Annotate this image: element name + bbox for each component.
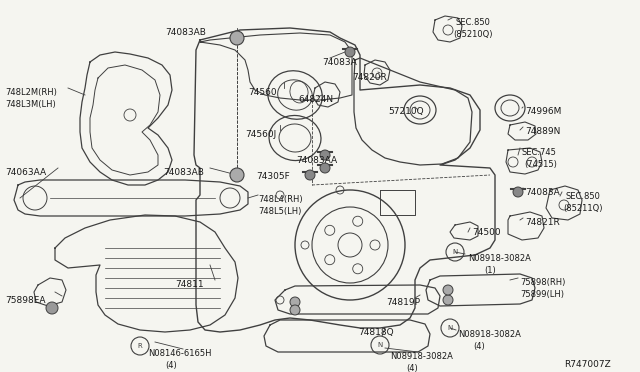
Text: 64824N: 64824N [298, 95, 333, 104]
Text: 74083A: 74083A [322, 58, 356, 67]
Text: 74305F: 74305F [256, 172, 290, 181]
Text: 74818Q: 74818Q [358, 328, 394, 337]
Circle shape [443, 285, 453, 295]
Text: 748L4(RH): 748L4(RH) [258, 195, 303, 204]
Text: 748L3M(LH): 748L3M(LH) [5, 100, 56, 109]
Text: 74063AA: 74063AA [5, 168, 46, 177]
Circle shape [290, 297, 300, 307]
Text: 75898EA: 75898EA [5, 296, 45, 305]
Text: N: N [447, 325, 452, 331]
Text: 74500: 74500 [472, 228, 500, 237]
Text: (74515): (74515) [524, 160, 557, 169]
Text: SEC.850: SEC.850 [455, 18, 490, 27]
Circle shape [290, 305, 300, 315]
Text: N08918-3082A: N08918-3082A [468, 254, 531, 263]
Text: 74811: 74811 [175, 280, 204, 289]
Circle shape [345, 47, 355, 57]
Text: 74996M: 74996M [525, 107, 561, 116]
Circle shape [513, 187, 523, 197]
Text: 748L2M(RH): 748L2M(RH) [5, 88, 57, 97]
Text: SEC.850: SEC.850 [565, 192, 600, 201]
Text: 748L5(LH): 748L5(LH) [258, 207, 301, 216]
Text: 75899(LH): 75899(LH) [520, 290, 564, 299]
Text: R747007Z: R747007Z [564, 360, 611, 369]
Circle shape [443, 295, 453, 305]
Text: 74083AB: 74083AB [165, 28, 206, 37]
Text: (4): (4) [406, 364, 418, 372]
Text: (85210Q): (85210Q) [453, 30, 493, 39]
Text: N08918-3082A: N08918-3082A [458, 330, 521, 339]
Text: N08146-6165H: N08146-6165H [148, 349, 211, 358]
Text: 74889N: 74889N [525, 127, 561, 136]
Text: SEC.745: SEC.745 [522, 148, 557, 157]
Circle shape [320, 163, 330, 173]
Text: 74819P: 74819P [386, 298, 420, 307]
Text: 74560J: 74560J [245, 130, 276, 139]
Text: 74821R: 74821R [525, 218, 560, 227]
Text: 75898(RH): 75898(RH) [520, 278, 565, 287]
Text: 74083A: 74083A [525, 188, 560, 197]
Text: (4): (4) [165, 361, 177, 370]
Text: 74560: 74560 [248, 88, 276, 97]
Circle shape [230, 31, 244, 45]
Text: N: N [378, 342, 383, 348]
Text: 74820R: 74820R [352, 73, 387, 82]
Text: (1): (1) [484, 266, 496, 275]
Text: 74083AA: 74083AA [296, 156, 337, 165]
Circle shape [305, 170, 315, 180]
Text: 57210Q: 57210Q [388, 107, 424, 116]
Circle shape [320, 150, 330, 160]
Circle shape [230, 168, 244, 182]
Text: N: N [452, 249, 458, 255]
Text: N08918-3082A: N08918-3082A [390, 352, 453, 361]
Text: R: R [138, 343, 142, 349]
Circle shape [46, 302, 58, 314]
Text: 74083AB: 74083AB [163, 168, 204, 177]
Text: (85211Q): (85211Q) [563, 204, 602, 213]
Text: (4): (4) [473, 342, 484, 351]
